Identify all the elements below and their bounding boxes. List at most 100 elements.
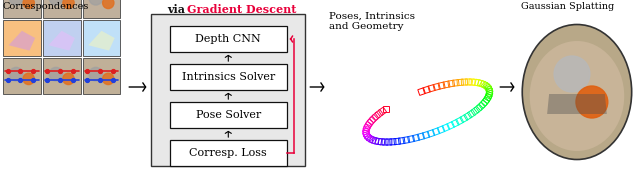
Bar	[403, 137, 410, 144]
Bar	[464, 112, 472, 120]
Bar	[442, 124, 450, 132]
Circle shape	[554, 56, 590, 92]
Bar	[479, 80, 488, 88]
Text: via: via	[167, 4, 189, 15]
FancyBboxPatch shape	[170, 26, 287, 52]
Bar	[375, 138, 382, 145]
Bar	[398, 137, 405, 144]
Circle shape	[63, 0, 74, 9]
Bar	[472, 79, 479, 86]
Bar	[423, 86, 430, 94]
Bar	[390, 139, 396, 145]
Bar	[471, 107, 479, 116]
Bar	[386, 139, 392, 145]
Bar	[461, 79, 467, 85]
Text: Pose Solver: Pose Solver	[196, 110, 261, 120]
Bar	[477, 80, 485, 87]
Bar	[378, 107, 387, 116]
Circle shape	[102, 0, 114, 9]
Bar	[452, 80, 459, 86]
Bar	[465, 79, 471, 85]
Bar	[383, 106, 389, 112]
FancyBboxPatch shape	[151, 14, 305, 166]
Bar	[438, 82, 445, 89]
Circle shape	[89, 67, 102, 81]
Bar	[365, 134, 373, 142]
Circle shape	[49, 67, 63, 81]
Bar	[483, 95, 491, 104]
Circle shape	[23, 73, 35, 85]
Bar	[486, 88, 492, 94]
Bar	[363, 128, 369, 135]
Bar	[83, 58, 120, 94]
Bar	[408, 136, 415, 143]
Polygon shape	[9, 31, 35, 51]
Ellipse shape	[522, 25, 632, 160]
Bar	[372, 137, 380, 145]
Bar	[433, 83, 440, 90]
Bar	[437, 126, 445, 134]
Bar	[363, 124, 371, 132]
Circle shape	[89, 0, 102, 5]
Bar	[447, 122, 454, 129]
Bar	[363, 130, 369, 137]
Bar	[456, 117, 464, 125]
Circle shape	[576, 86, 608, 118]
Bar	[468, 79, 475, 85]
Circle shape	[63, 73, 74, 85]
Bar	[363, 126, 370, 133]
Bar	[474, 105, 482, 113]
FancyBboxPatch shape	[170, 102, 287, 128]
Bar	[378, 139, 385, 145]
Bar	[483, 82, 492, 91]
Bar	[3, 0, 41, 18]
Bar	[485, 91, 493, 99]
Polygon shape	[49, 31, 75, 51]
Bar	[369, 136, 377, 144]
Bar	[375, 110, 383, 118]
Bar	[367, 117, 376, 125]
Bar	[367, 135, 375, 143]
Bar	[83, 20, 120, 56]
Circle shape	[102, 73, 114, 85]
Bar	[83, 0, 120, 18]
Bar	[412, 134, 420, 141]
Bar	[448, 80, 454, 87]
Bar	[479, 100, 488, 108]
Bar	[484, 84, 492, 92]
Bar	[443, 81, 450, 88]
Text: Poses, Intrinsics
and Geometry: Poses, Intrinsics and Geometry	[329, 12, 415, 31]
Circle shape	[49, 0, 63, 5]
Bar	[467, 110, 476, 118]
Bar	[382, 139, 388, 145]
Bar	[364, 121, 372, 130]
Ellipse shape	[530, 41, 624, 151]
Text: Depth CNN: Depth CNN	[195, 34, 261, 44]
Circle shape	[10, 0, 23, 5]
Bar	[364, 132, 372, 141]
Bar	[486, 90, 493, 97]
FancyBboxPatch shape	[170, 64, 287, 90]
Polygon shape	[88, 31, 115, 51]
Text: Correspondences: Correspondences	[3, 2, 90, 11]
Bar	[481, 97, 490, 106]
Text: Gaussian Splatting: Gaussian Splatting	[521, 2, 614, 11]
Text: Intrinsics Solver: Intrinsics Solver	[182, 72, 275, 82]
Bar	[428, 85, 435, 92]
Bar	[369, 114, 378, 123]
Bar	[372, 112, 380, 120]
Polygon shape	[547, 94, 607, 114]
Text: Gradient Descent: Gradient Descent	[187, 4, 296, 15]
Bar	[484, 93, 492, 101]
Circle shape	[10, 67, 23, 81]
Bar	[451, 119, 460, 127]
Bar	[3, 58, 41, 94]
Bar	[460, 114, 468, 123]
Bar	[428, 130, 435, 137]
Bar	[417, 133, 424, 140]
Circle shape	[23, 0, 35, 9]
Bar	[432, 128, 440, 135]
Bar	[422, 131, 429, 139]
Bar	[394, 138, 401, 145]
Bar	[485, 86, 493, 93]
